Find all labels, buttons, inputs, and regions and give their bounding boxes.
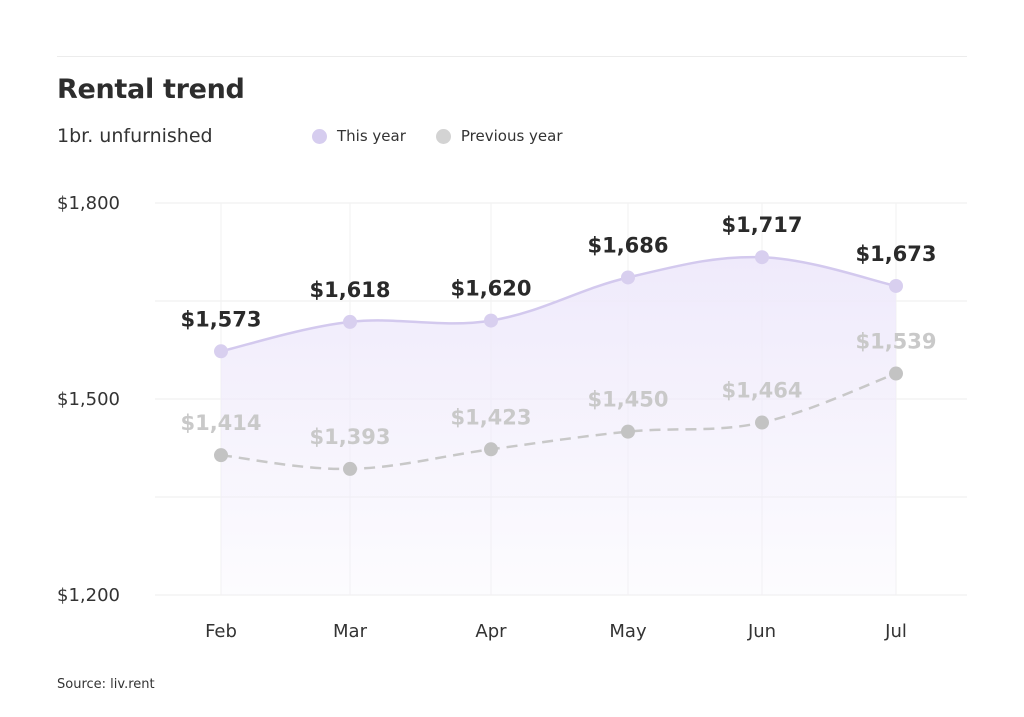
this-year-point <box>343 314 357 329</box>
chart-title: Rental trend <box>57 74 245 105</box>
legend-label-previous-year: Previous year <box>460 127 563 145</box>
this-year-point <box>484 313 498 328</box>
x-tick-label: Jun <box>747 621 776 642</box>
x-tick-label: Mar <box>333 621 368 642</box>
this-year-point <box>889 278 903 293</box>
legend: This year Previous year <box>312 127 593 145</box>
previous-year-data-label: $1,539 <box>855 330 936 354</box>
chart-subtitle: 1br. unfurnished <box>57 125 213 147</box>
x-tick-label: Feb <box>205 621 237 642</box>
previous-year-data-label: $1,450 <box>587 388 668 412</box>
this-year-point <box>621 270 635 285</box>
previous-year-point <box>755 415 769 430</box>
x-tick-label: Apr <box>475 621 507 642</box>
y-tick-label: $1,500 <box>57 389 120 410</box>
previous-year-line <box>220 372 897 471</box>
y-tick-label: $1,200 <box>57 585 120 606</box>
this-year-point <box>755 250 769 265</box>
this-year-data-label: $1,573 <box>180 307 261 331</box>
this-year-data-label: $1,620 <box>450 277 531 301</box>
legend-label-this-year: This year <box>337 127 406 145</box>
previous-year-data-label: $1,414 <box>180 411 261 435</box>
previous-year-data-label: $1,423 <box>450 405 531 429</box>
this-year-data-label: $1,618 <box>309 278 390 302</box>
legend-marker-previous-year <box>435 128 451 144</box>
legend-marker-this-year <box>312 128 327 144</box>
this-year-data-label: $1,717 <box>721 213 802 237</box>
previous-year-point <box>621 424 635 439</box>
this-year-data-label: $1,673 <box>855 242 936 266</box>
source-note: Source: liv.rent <box>57 677 155 692</box>
x-tick-label: Jul <box>884 621 907 642</box>
previous-year-point <box>889 366 903 381</box>
this-year-line <box>220 255 897 353</box>
top-divider <box>57 56 967 57</box>
legend-item-this-year: This year <box>312 127 406 145</box>
y-tick-label: $1,800 <box>57 193 120 214</box>
previous-year-data-label: $1,464 <box>721 379 802 403</box>
this-year-point <box>214 344 228 359</box>
previous-year-point <box>343 461 357 476</box>
x-tick-label: May <box>609 621 647 642</box>
previous-year-point <box>484 442 498 457</box>
this-year-data-label: $1,686 <box>587 233 668 257</box>
previous-year-point <box>214 448 228 463</box>
legend-item-previous-year: Previous year <box>435 127 563 145</box>
previous-year-data-label: $1,393 <box>309 425 390 449</box>
this-year-area <box>221 257 896 595</box>
